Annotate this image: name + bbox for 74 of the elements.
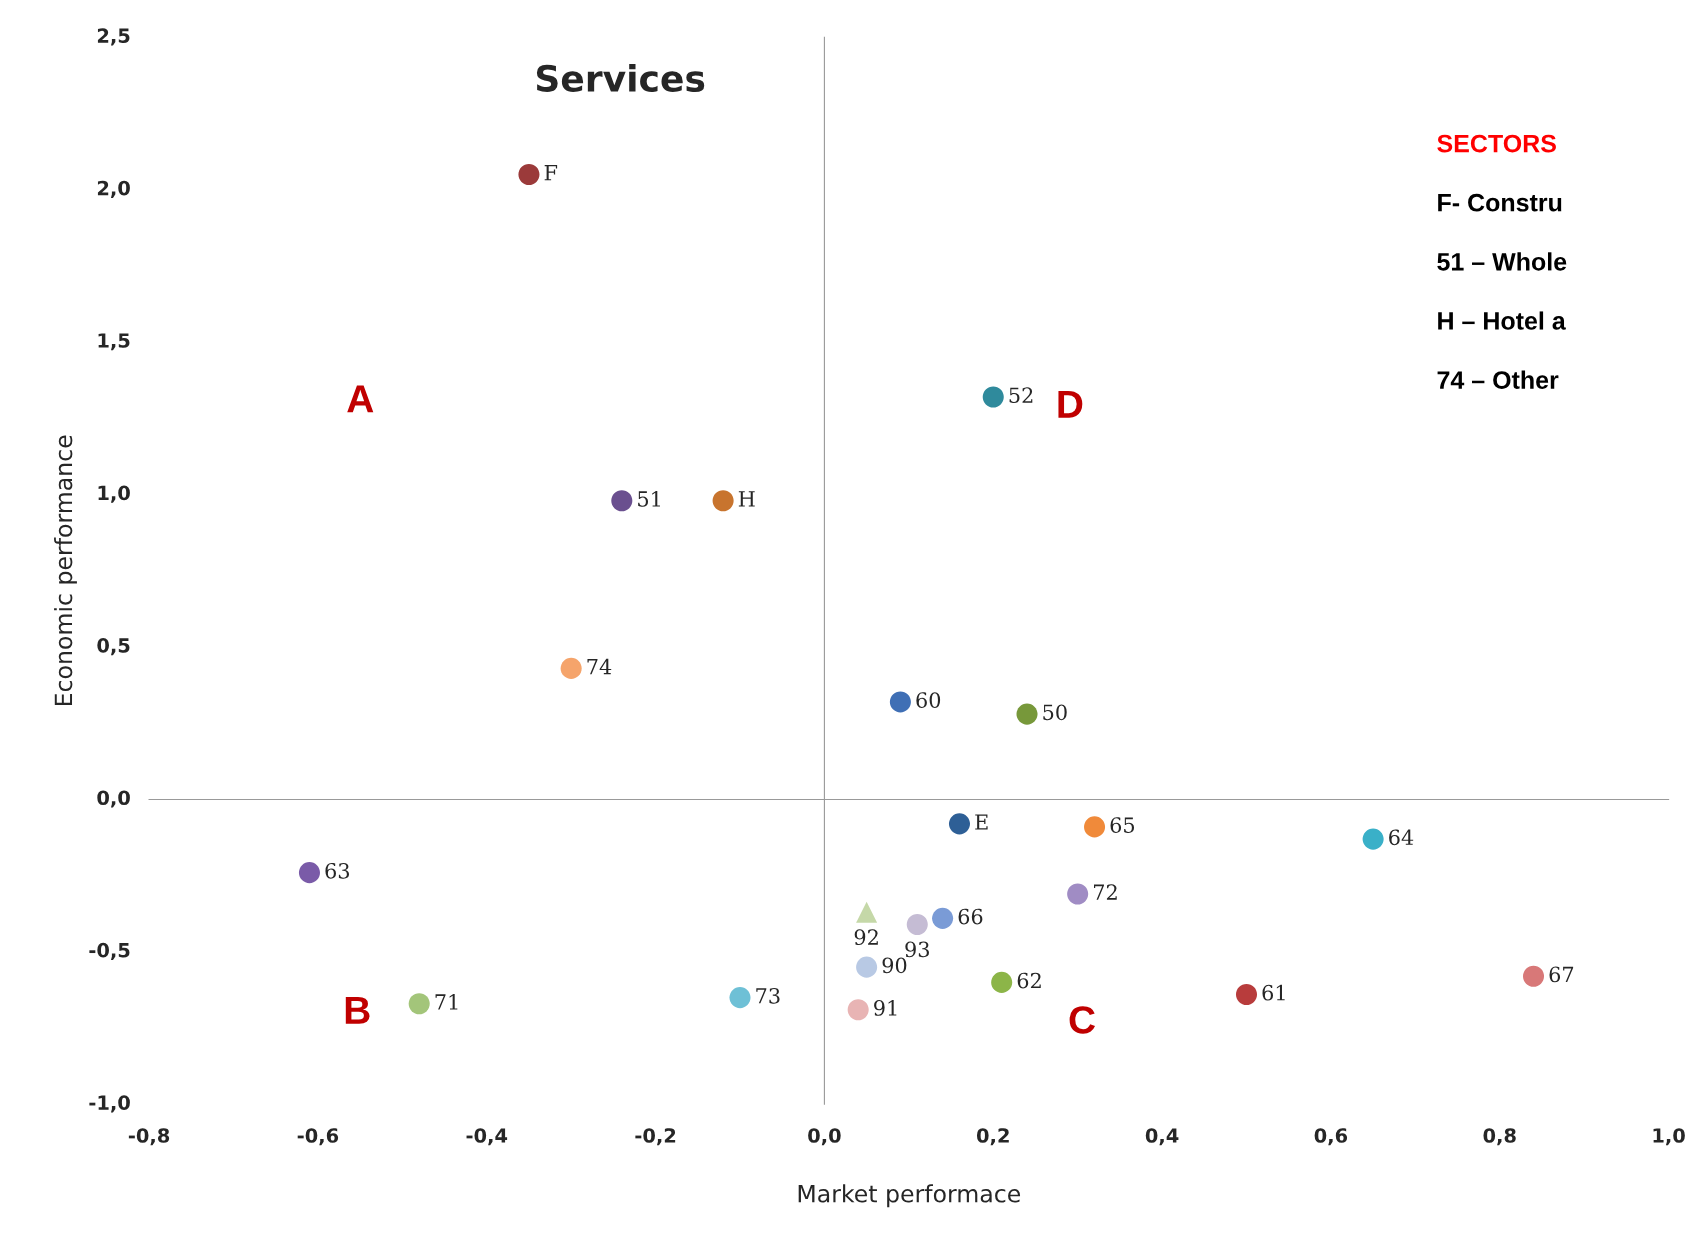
series-label: 73 xyxy=(756,987,780,1004)
point xyxy=(856,956,878,978)
annotation: D xyxy=(1058,390,1083,418)
x-tick-label: -0,8 xyxy=(128,1128,170,1146)
series-label: 50 xyxy=(1043,704,1067,721)
y-tick-label: 2,5 xyxy=(97,28,130,46)
x-tick-label: 0,4 xyxy=(1145,1128,1179,1146)
annotation: A xyxy=(347,385,374,413)
y-tick-label: 0,5 xyxy=(97,637,130,656)
x-tick-label: -0,2 xyxy=(635,1128,676,1146)
annotation: H – Hotel a xyxy=(1438,311,1566,330)
series-label: 62 xyxy=(1017,972,1041,989)
annotation: SECTORS xyxy=(1437,134,1556,153)
point xyxy=(932,907,954,929)
y-tick-label: -0,5 xyxy=(89,942,130,961)
point xyxy=(611,490,633,512)
y-tick-label: 0,0 xyxy=(97,790,130,808)
point xyxy=(889,691,911,713)
series-label: 67 xyxy=(1549,966,1574,983)
point xyxy=(408,993,430,1015)
point xyxy=(856,901,878,923)
series-label: 52 xyxy=(1009,387,1033,404)
series-label: 64 xyxy=(1389,829,1414,846)
point xyxy=(1362,828,1384,850)
annotation: 51 – Whole xyxy=(1437,252,1567,271)
point xyxy=(1016,703,1038,725)
point xyxy=(729,987,751,1009)
point xyxy=(906,913,928,935)
point xyxy=(712,490,734,512)
point xyxy=(991,971,1013,993)
y-tick-label: -1,0 xyxy=(89,1095,130,1113)
series-label: 65 xyxy=(1110,817,1135,833)
point xyxy=(560,657,582,679)
x-tick-label: -0,4 xyxy=(466,1128,508,1146)
point xyxy=(518,164,540,186)
point xyxy=(1084,816,1106,838)
y-tick-label: 1,0 xyxy=(98,485,130,503)
x-tick-label: 1,0 xyxy=(1653,1128,1685,1146)
y-tick-label: 2,0 xyxy=(97,180,130,198)
x-tick-label: 0,0 xyxy=(808,1128,841,1146)
annotation: C xyxy=(1069,1006,1096,1034)
annotation: B xyxy=(345,996,370,1024)
series-label: 91 xyxy=(874,1000,897,1016)
x-tick-label: 0,6 xyxy=(1314,1128,1348,1146)
point xyxy=(1067,883,1089,905)
series-label: 51 xyxy=(638,491,660,507)
point xyxy=(847,999,869,1021)
y-axis-title: Economic performance xyxy=(54,435,77,706)
point xyxy=(298,862,320,884)
point xyxy=(1235,984,1258,1006)
series-label: 63 xyxy=(325,862,350,879)
series-label: E xyxy=(975,814,988,830)
x-tick-label: 0,2 xyxy=(976,1128,1009,1146)
point xyxy=(1522,965,1545,987)
series-label: F xyxy=(544,165,558,181)
x-axis-title: Market performace xyxy=(798,1184,1021,1208)
x-tick-label: -0,6 xyxy=(297,1128,339,1146)
series-label: 90 xyxy=(882,957,907,974)
annotation: 74 – Other xyxy=(1437,370,1559,389)
series-label: 72 xyxy=(1094,884,1117,900)
series-label: 74 xyxy=(587,658,612,675)
y-tick-label: 1,5 xyxy=(98,333,130,351)
series-label: 93 xyxy=(905,941,929,958)
series-label: 92 xyxy=(854,929,878,946)
annotation: F- Constru xyxy=(1438,193,1562,212)
series-label: H xyxy=(738,491,755,507)
series-label: 71 xyxy=(435,994,458,1010)
x-tick-label: 0,8 xyxy=(1483,1128,1516,1146)
point xyxy=(948,813,971,835)
series-label: 61 xyxy=(1262,984,1285,1001)
text: Services xyxy=(536,64,705,92)
series-label: 60 xyxy=(916,692,941,708)
point xyxy=(982,386,1004,408)
series-label: 66 xyxy=(958,908,983,925)
